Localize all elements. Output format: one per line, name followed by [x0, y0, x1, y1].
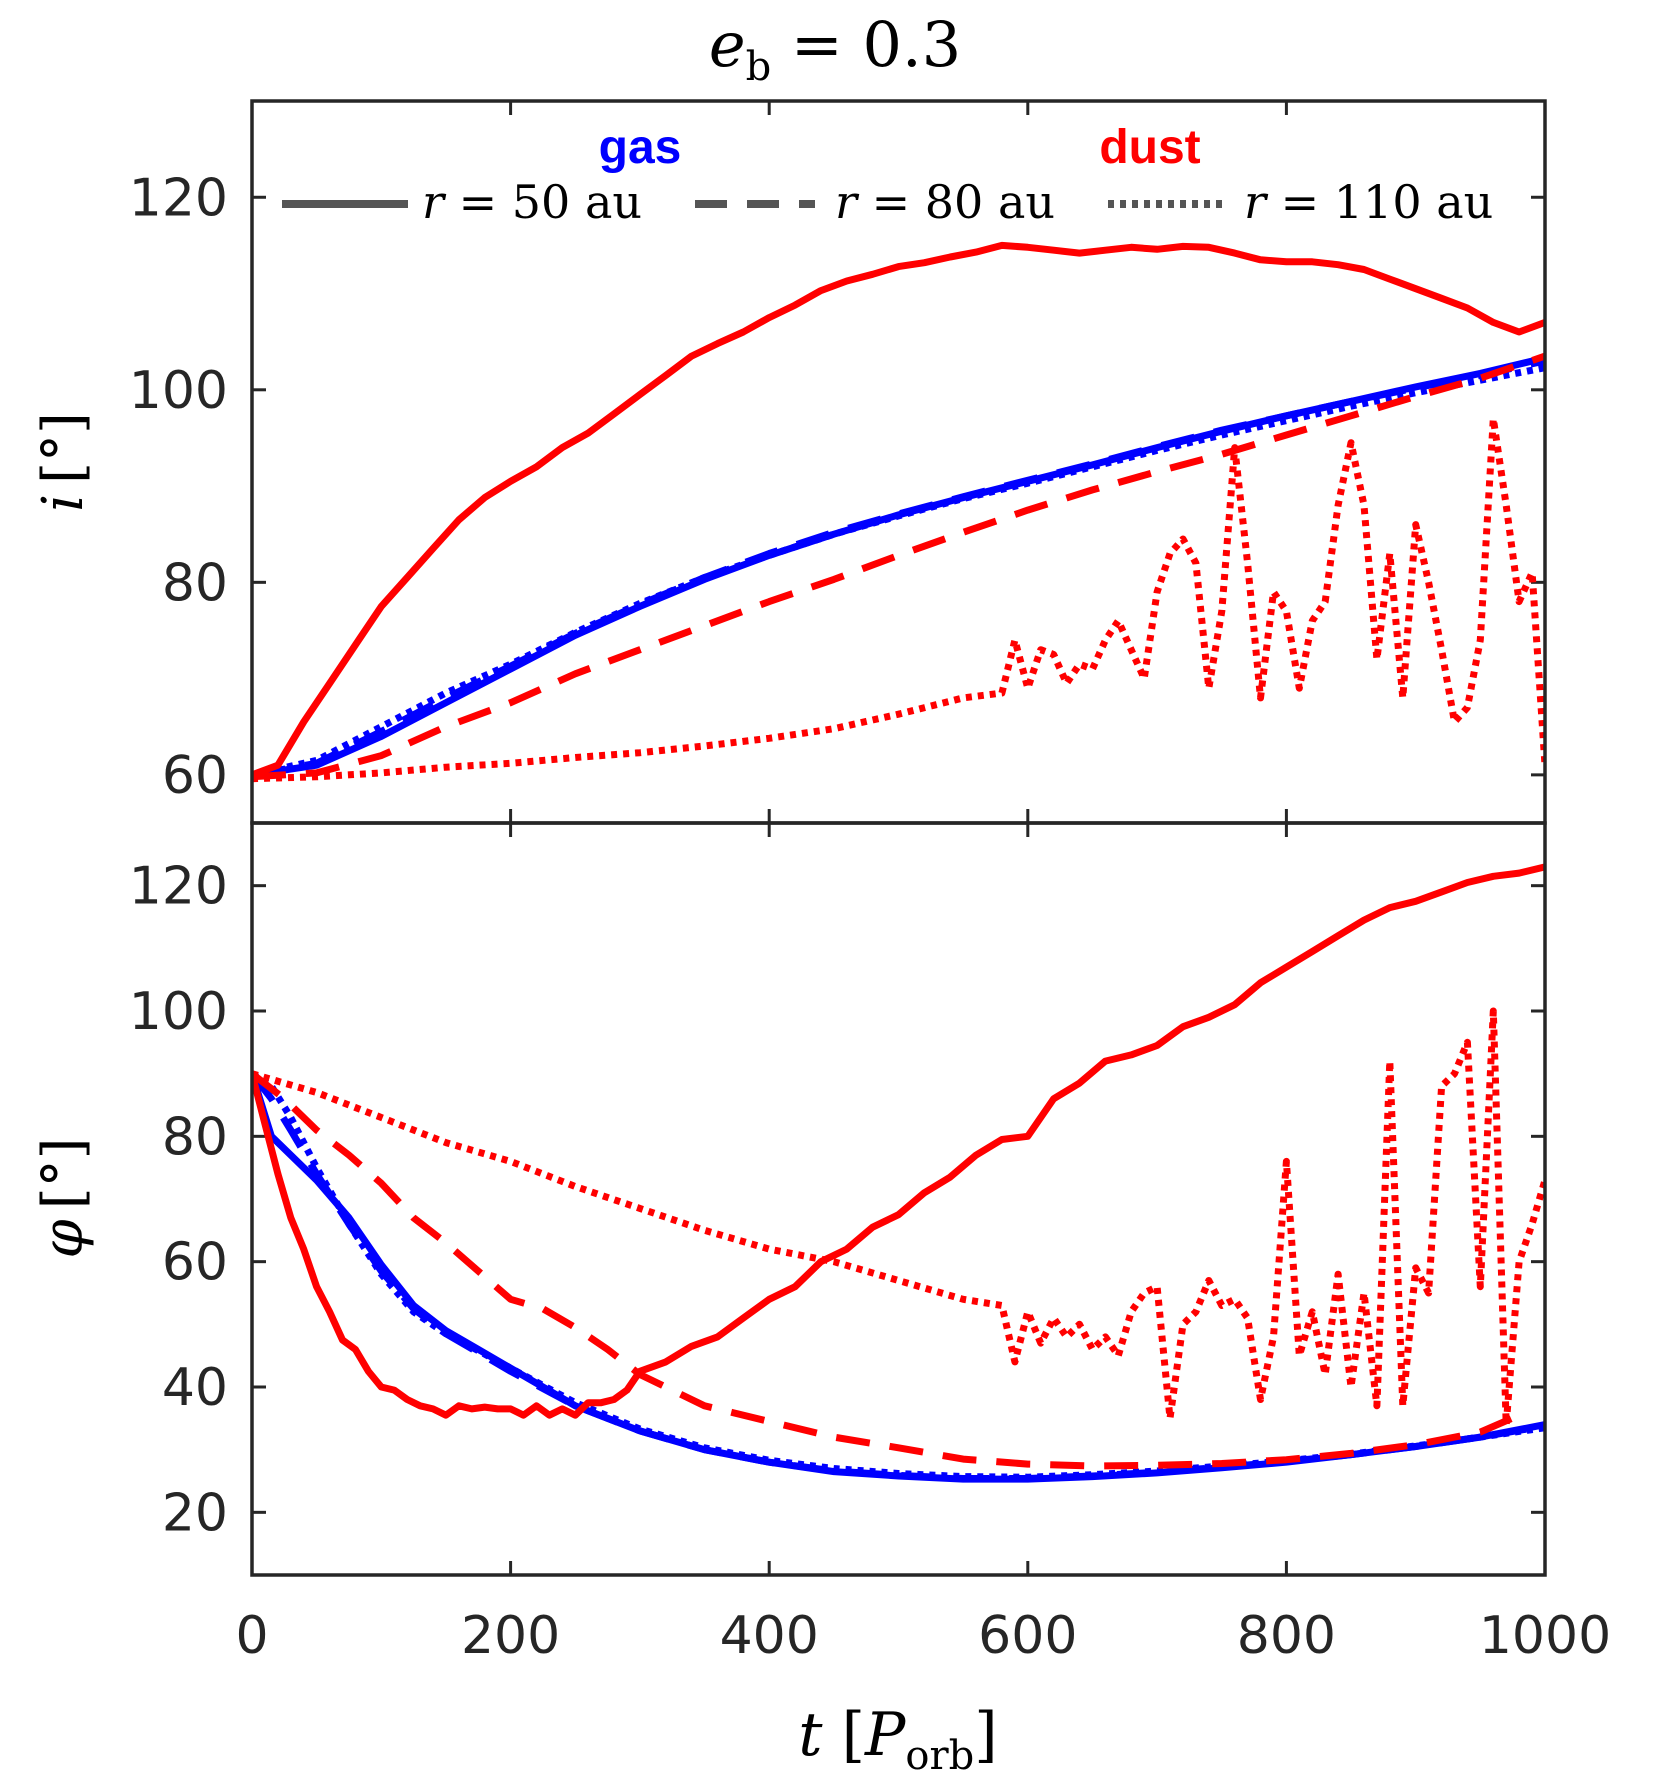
- top-ytick-label-100: 100: [129, 361, 228, 421]
- bottom-axes-frame: [250, 821, 1547, 1577]
- title-var: e: [709, 8, 746, 81]
- bottom-ylabel: φ[°]: [31, 1138, 96, 1259]
- bottom-xtick-label-400: 400: [720, 1606, 819, 1666]
- top-series-dust-r-110-au: [252, 415, 1545, 783]
- top-series-gas-r-110-au: [252, 364, 1545, 779]
- bottom-ytick-label-100: 100: [129, 982, 228, 1042]
- bottom-series-dust-r-50-au: [252, 863, 1545, 1419]
- title-rest: = 0.3: [771, 8, 961, 81]
- top-ytick-label-60: 60: [162, 746, 228, 806]
- panel-inclination: 60 80 100 120 gas dust r = 50 au r = 80 au …: [31, 99, 1547, 825]
- bottom-series-group: [252, 863, 1545, 1483]
- bottom-ytick-label-120: 120: [129, 857, 228, 917]
- top-ytick-label-80: 80: [162, 553, 228, 613]
- title-sub: b: [746, 44, 772, 90]
- legend-entry-solid: r = 50 au: [422, 175, 642, 229]
- top-series-group: [252, 241, 1545, 783]
- top-ytick-labels: 60 80 100 120: [129, 168, 228, 806]
- x-axis-label: t [Porb]: [798, 1700, 997, 1779]
- bottom-xtick-label-0: 0: [235, 1606, 268, 1666]
- top-series-dust-r-80-au: [252, 352, 1545, 781]
- top-series-dust-r-50-au: [252, 241, 1545, 779]
- bottom-xtick-label-1000: 1000: [1479, 1606, 1611, 1666]
- legend-entry-dotted: r = 110 au: [1244, 175, 1493, 229]
- legend: gas dust r = 50 au r = 80 au r = 110 au: [282, 121, 1493, 229]
- bottom-ytick-labels: 20 40 60 80 100 120: [129, 857, 228, 1544]
- bottom-xtick-labels: 0 200 400 600 800 1000: [235, 1606, 1611, 1666]
- top-ylabel: i[°]: [31, 412, 96, 512]
- bottom-xtick-label-800: 800: [1237, 1606, 1336, 1666]
- bottom-ytick-label-40: 40: [162, 1358, 228, 1418]
- top-ytick-label-120: 120: [129, 168, 228, 228]
- bottom-ytick-label-60: 60: [162, 1233, 228, 1293]
- legend-entry-dashed: r = 80 au: [835, 175, 1055, 229]
- bottom-xtick-label-600: 600: [978, 1606, 1077, 1666]
- bottom-series-gas-r-80-au: [252, 1071, 1545, 1482]
- bottom-ytick-label-20: 20: [162, 1483, 228, 1543]
- bottom-series-dust-r-110-au: [252, 1007, 1545, 1429]
- bottom-ytick-label-80: 80: [162, 1107, 228, 1167]
- chart-title: eb = 0.3: [709, 8, 961, 90]
- legend-dust-label: dust: [1099, 121, 1200, 174]
- legend-gas-label: gas: [599, 121, 682, 174]
- bottom-xtick-label-200: 200: [461, 1606, 560, 1666]
- panel-phase: 20 40 60 80 100 120 0 200 400 600 800 1000 φ[°] t …: [31, 821, 1611, 1779]
- top-series-gas-r-80-au: [252, 357, 1545, 779]
- bottom-series-dust-r-80-au: [252, 1070, 1521, 1470]
